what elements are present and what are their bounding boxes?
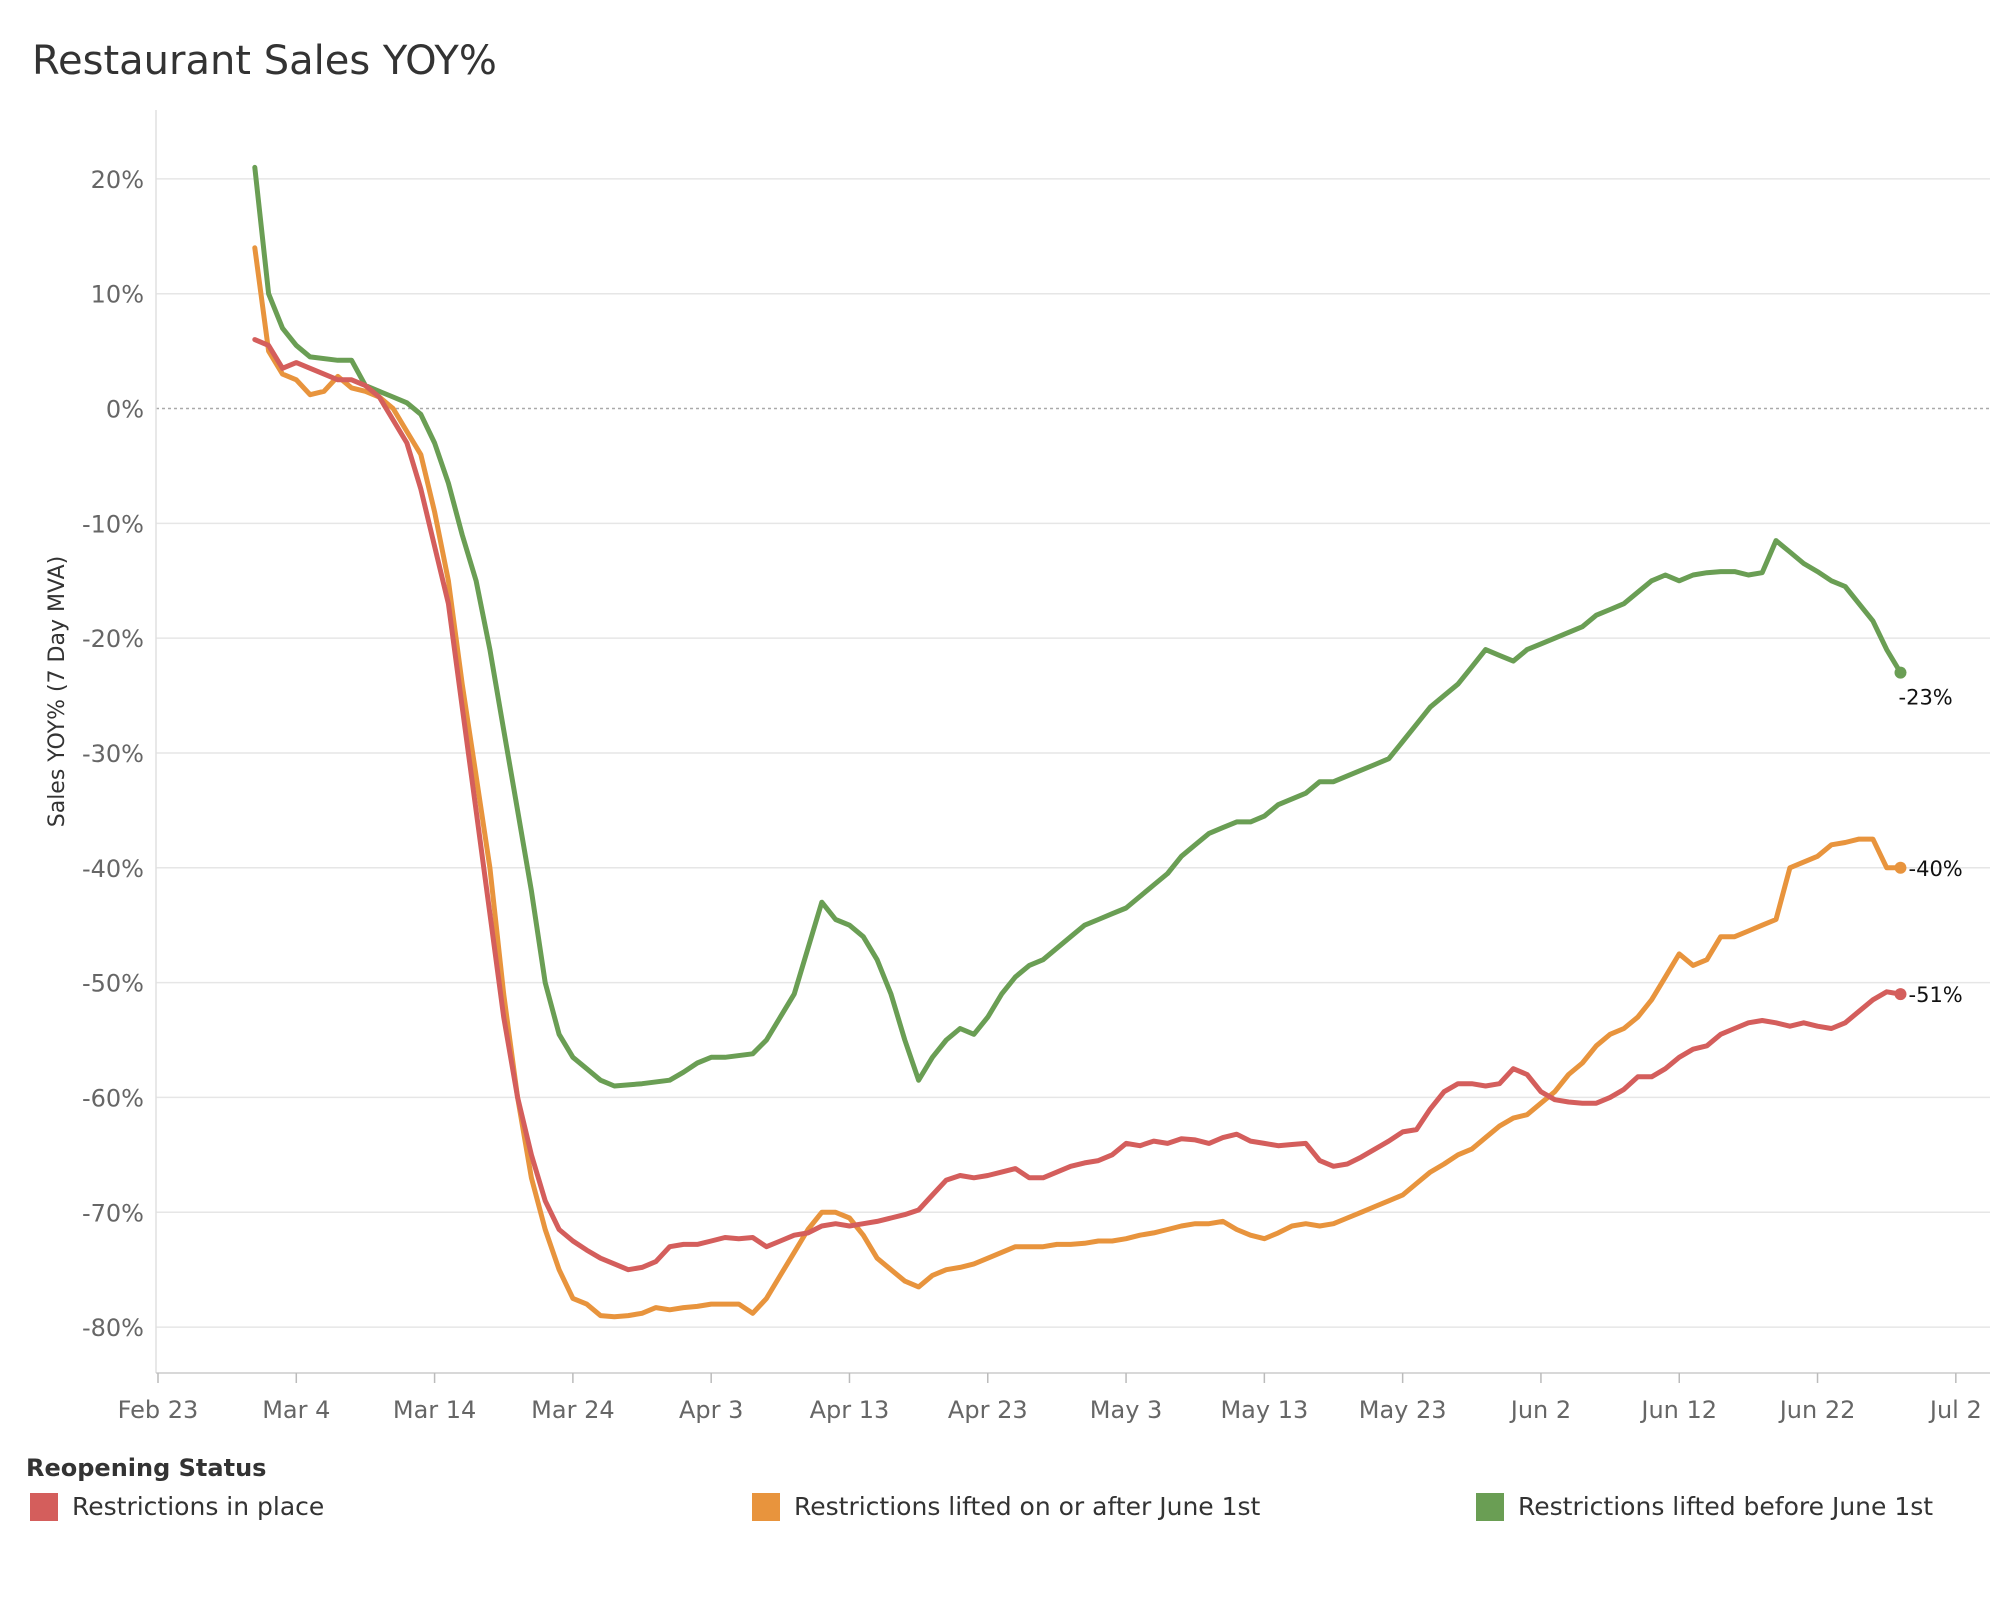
series-end-label: -40% <box>1909 857 1963 881</box>
legend-label: Restrictions lifted on or after June 1st <box>794 1492 1261 1521</box>
x-tick-label: Jun 2 <box>1509 1396 1571 1424</box>
x-tick-label: May 23 <box>1359 1396 1447 1424</box>
series-line-restrictions-lifted-before-june-1st <box>252 164 1903 1089</box>
x-tick-label: Jun 12 <box>1639 1396 1717 1424</box>
y-tick-label: 20% <box>91 166 144 194</box>
y-tick-label: -50% <box>82 970 144 998</box>
series-end-label: -23% <box>1899 686 1953 710</box>
x-tick-label: Apr 13 <box>810 1396 890 1424</box>
legend-item-restrictions-lifted-before-june-1st[interactable]: Restrictions lifted before June 1st <box>1476 1492 1933 1521</box>
y-tick-label: 10% <box>91 281 144 309</box>
series-end-point <box>1894 861 1907 874</box>
y-axis-title: Sales YOY% (7 Day MVA) <box>45 556 70 828</box>
y-tick-label: 0% <box>106 396 144 424</box>
y-tick-label: -10% <box>82 510 144 538</box>
x-tick-label: Jun 22 <box>1778 1396 1856 1424</box>
series-end-point <box>1894 666 1907 679</box>
series-line-restrictions-lifted-on-or-after-june-1st <box>252 245 1903 1320</box>
y-tick-label: -30% <box>82 740 144 768</box>
x-tick-label: Mar 4 <box>262 1396 330 1424</box>
line-chart: 20% 10% 0% -10% -20% -30% -40% -50% -60% -70% -80%… <box>45 110 1990 1424</box>
page-title: Restaurant Sales YOY% <box>32 38 497 84</box>
series-line-restrictions-in-place <box>252 337 1903 1273</box>
legend-title: Reopening Status <box>26 1454 267 1482</box>
x-tick-label: Apr 23 <box>948 1396 1028 1424</box>
legend-swatch <box>1476 1492 1504 1521</box>
y-tick-label: -70% <box>82 1199 144 1227</box>
y-tick-label: -60% <box>82 1084 144 1112</box>
y-tick-label: -40% <box>82 855 144 883</box>
series-end-point <box>1894 988 1907 1001</box>
series-end-label: -51% <box>1909 983 1963 1007</box>
x-tick-label: May 3 <box>1090 1396 1163 1424</box>
x-tick-label: May 13 <box>1220 1396 1308 1424</box>
legend-label: Restrictions lifted before June 1st <box>1518 1492 1934 1521</box>
legend-label: Restrictions in place <box>72 1492 325 1521</box>
legend-swatch <box>30 1492 58 1521</box>
y-tick-label: -80% <box>82 1314 144 1342</box>
x-tick-label: Mar 24 <box>531 1396 614 1424</box>
x-tick-label: Jul 2 <box>1928 1396 1982 1424</box>
y-tick-label: -20% <box>82 625 144 653</box>
legend-swatch <box>752 1492 780 1521</box>
legend-items: Restrictions in place Restrictions lifte… <box>26 1492 1986 1532</box>
legend: Reopening Status Restrictions in place R… <box>26 1454 1986 1532</box>
x-tick-label: Feb 23 <box>118 1396 199 1424</box>
legend-item-restrictions-lifted-after-june-1st[interactable]: Restrictions lifted on or after June 1st <box>752 1492 1260 1521</box>
x-tick-label: Apr 3 <box>679 1396 743 1424</box>
x-tick-label: Mar 14 <box>393 1396 476 1424</box>
legend-item-restrictions-in-place[interactable]: Restrictions in place <box>30 1492 324 1521</box>
